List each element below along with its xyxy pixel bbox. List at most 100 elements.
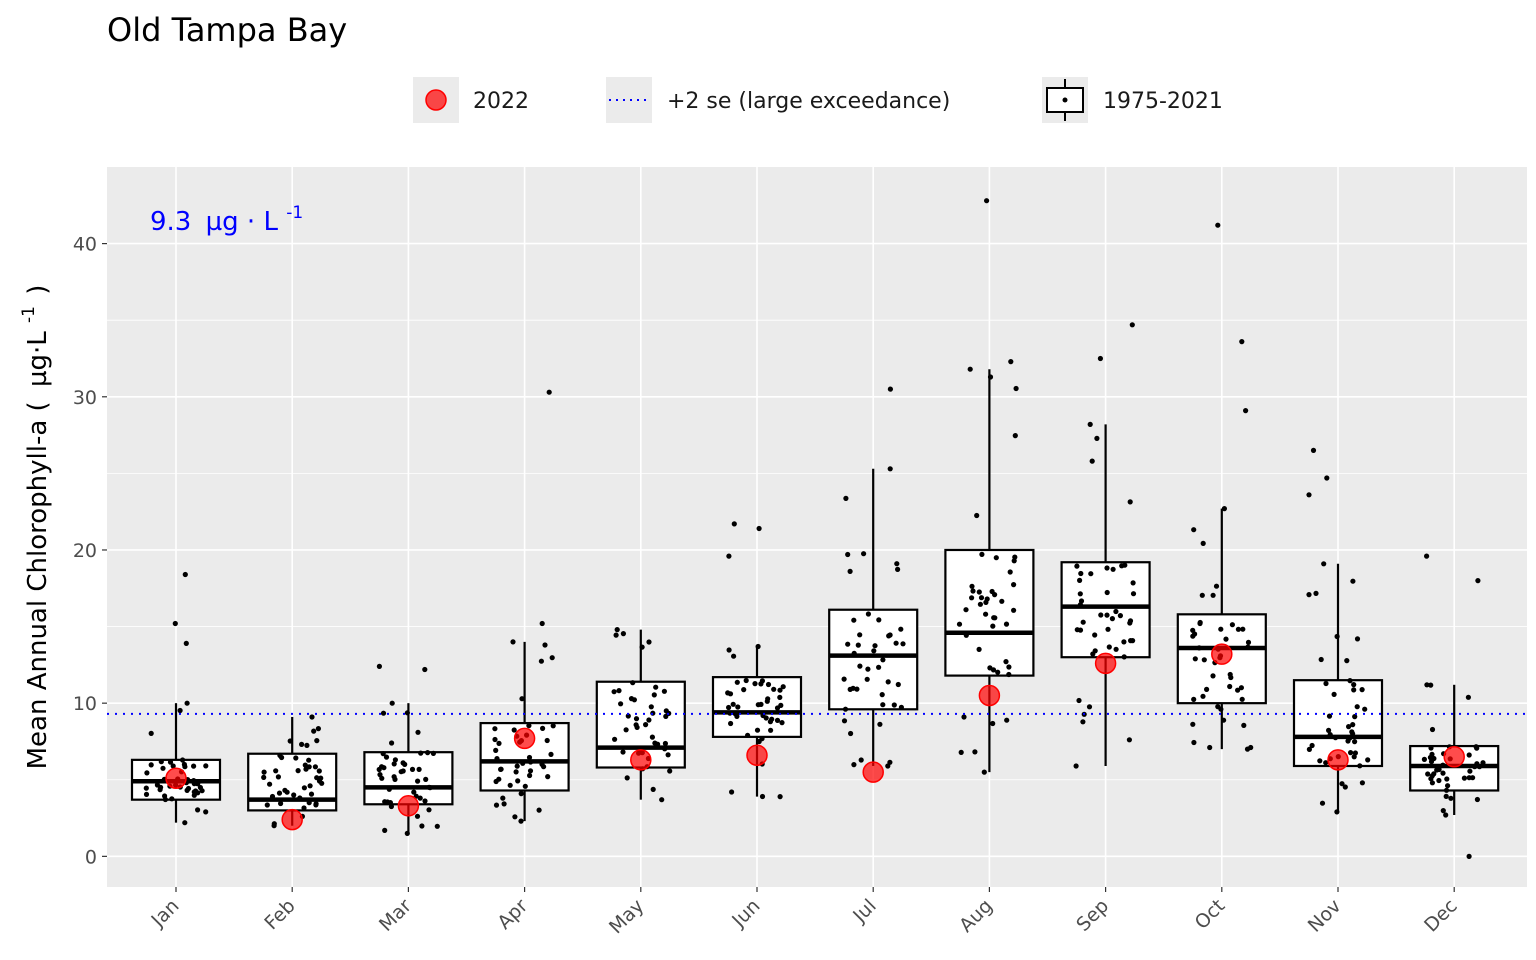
year-point [1077,591,1083,597]
year-point [143,791,150,798]
year-point [1310,447,1317,453]
year-point [496,740,502,747]
year-point [1097,355,1103,362]
x-tick-label: Oct [1191,895,1230,934]
year-point [295,768,301,774]
year-point [1342,784,1348,790]
year-point [498,766,504,772]
x-tick-label: Nov [1304,895,1346,937]
year-point [731,521,737,527]
year-point [990,623,996,629]
year-point [522,783,528,789]
year-point [273,768,279,774]
year-point [1461,775,1467,781]
year-point [382,799,388,805]
year-point [969,583,975,589]
year-point [1429,773,1435,779]
year-point [1306,492,1312,498]
year-point [876,617,882,623]
year-point [1210,592,1216,598]
year-point [1104,612,1110,618]
year-point [1350,722,1356,728]
year-point [841,718,848,724]
year-point [312,764,318,770]
year-point [1221,717,1227,723]
year-point [895,566,901,573]
year-point [377,772,383,778]
year-point [264,802,270,808]
year-point [990,720,996,727]
year-point [877,721,883,727]
jitter-points [143,198,1486,860]
year-point [422,798,428,804]
year-point [1332,735,1339,741]
year-point [1440,762,1446,768]
year-point [387,800,393,806]
box [828,608,919,711]
year-point [434,823,440,829]
year-point [987,665,993,671]
year-point [1354,704,1360,710]
year-point [191,778,197,784]
year-point [639,644,645,650]
year-point [1201,657,1207,663]
year-point [1218,626,1224,632]
year-point [1109,616,1115,622]
year-point [1078,570,1084,577]
year-point [1129,322,1135,328]
point-2022 [1211,643,1233,665]
year-point [182,571,188,578]
year-point [1306,592,1312,598]
year-point [404,830,410,837]
year-point [841,676,847,682]
year-point [1190,721,1196,727]
year-point [992,615,998,621]
year-point [655,741,661,747]
year-point [665,752,671,758]
year-point [376,766,382,773]
year-point [653,684,659,690]
year-point [1474,745,1480,751]
year-point [191,792,197,798]
year-point [383,754,390,760]
year-point [728,720,734,727]
year-point [526,754,533,761]
year-point [847,568,853,575]
year-point [1215,222,1221,228]
year-point [419,823,425,829]
legend-point-icon [425,89,447,111]
year-point [842,706,849,712]
year-point [418,750,424,756]
year-point [1313,590,1319,597]
year-point [301,785,307,791]
year-point [1011,582,1017,588]
point-2022 [165,767,187,789]
year-point [1127,499,1133,505]
points-2022 [165,643,1465,831]
year-point [1238,685,1244,691]
year-point [493,802,500,808]
year-point [314,775,320,781]
year-point [999,598,1005,604]
year-point [182,820,188,826]
year-point [885,763,891,769]
year-point [871,648,877,654]
year-point [391,774,397,780]
year-point [1349,729,1355,735]
year-point [1436,766,1442,773]
year-point [729,789,735,795]
year-point [389,700,395,706]
year-point [864,676,870,682]
year-point [976,589,982,595]
year-point [1207,744,1213,751]
year-point [771,686,777,692]
year-point [1319,800,1326,806]
year-point [613,632,619,638]
year-point [963,607,969,613]
year-point [422,666,428,673]
year-point [515,778,521,784]
year-point [404,710,410,716]
year-point [1235,687,1241,693]
y-tick-label: 30 [73,387,97,409]
year-point [536,807,542,813]
